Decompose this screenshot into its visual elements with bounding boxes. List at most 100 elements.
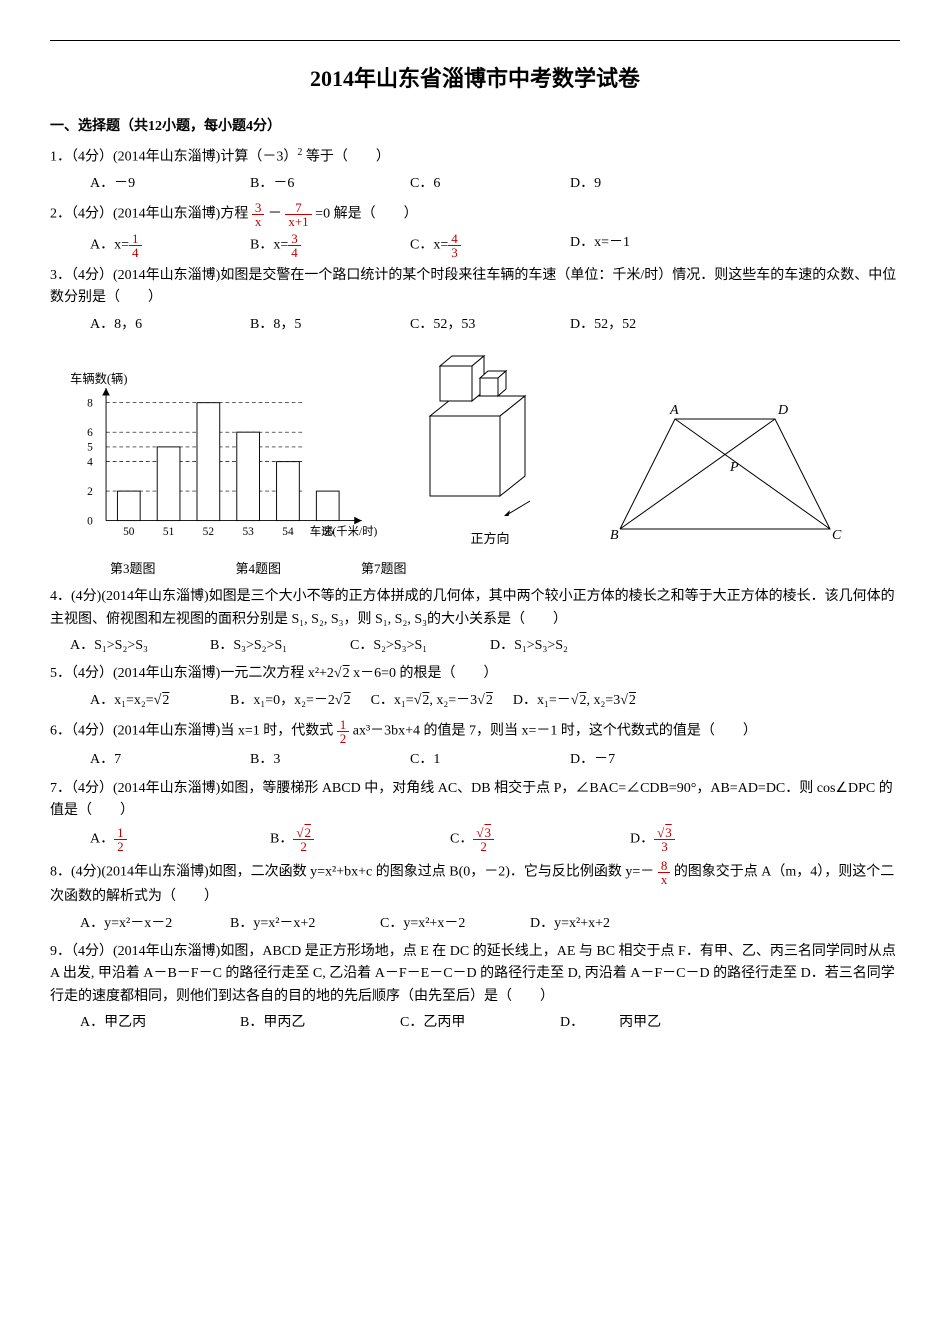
svg-text:5: 5 <box>87 442 93 454</box>
q1-stem-b: 等于（ ） <box>306 149 390 164</box>
question-3: 3．（4分）(2014年山东淄博)如图是交警在一个路口统计的某个时段来往车辆的车… <box>50 265 900 336</box>
svg-text:8: 8 <box>87 398 93 410</box>
page-title: 2014年山东省淄博市中考数学试卷 <box>50 61 900 96</box>
q5-opt-a: A．x₁=x₂=2 <box>90 690 210 712</box>
svg-text:A: A <box>669 403 679 418</box>
q1-opt-c: C．6 <box>410 173 530 195</box>
q4-opt-a: A．S₁>S₂>S₃ <box>70 635 190 657</box>
svg-text:6: 6 <box>87 427 93 439</box>
q6-opt-a: A．7 <box>90 749 210 771</box>
q9-opt-a: A．甲乙丙 <box>80 1012 200 1034</box>
question-7: 7．（4分）(2014年山东淄博)如图，等腰梯形 ABCD 中，对角线 AC、D… <box>50 778 900 854</box>
q8-opt-b: B．y=x²－x+2 <box>230 913 350 935</box>
q2-frac2: 7x+1 <box>285 201 311 228</box>
q8-stem-a: 8．(4分)(2014年山东淄博)如图，二次函数 y=x²+bx+c 的图象过点… <box>50 865 654 880</box>
caption-4: 第4题图 <box>236 559 282 580</box>
q2-stem-a: 2．（4分）(2014年山东淄博)方程 <box>50 207 248 222</box>
q7-opt-a: A．12 <box>90 826 210 853</box>
q5-options: A．x₁=x₂=2 B．x₁=0，x₂=－22 C．x₁=2, x₂=－32 D… <box>90 690 900 712</box>
caption-7: 第7题图 <box>361 559 407 580</box>
svg-text:C: C <box>832 528 842 543</box>
q3-stem: 3．（4分）(2014年山东淄博)如图是交警在一个路口统计的某个时段来往车辆的车… <box>50 268 896 305</box>
question-1: 1．（4分）(2014年山东淄博)计算（－3）2 等于（ ） A．－9 B．－6… <box>50 145 900 195</box>
q5-stem-a: 5．（4分）(2014年山东淄博)一元二次方程 x²+2 <box>50 666 334 681</box>
q8-frac: 8x <box>658 859 671 886</box>
svg-text:车辆数(辆): 车辆数(辆) <box>70 372 127 387</box>
figure-row: 车辆数(辆)024568505152535455车速(千米/时) 正方向 A D… <box>50 346 900 549</box>
question-8: 8．(4分)(2014年山东淄博)如图，二次函数 y=x²+bx+c 的图象过点… <box>50 859 900 935</box>
svg-text:0: 0 <box>87 516 93 528</box>
q8-options: A．y=x²－x－2 B．y=x²－x+2 C．y=x²+x－2 D．y=x²+… <box>80 913 900 935</box>
q3-options: A．8，6 B．8，5 C．52，53 D．52，52 <box>90 314 900 336</box>
svg-text:53: 53 <box>242 526 254 538</box>
q6-options: A．7 B．3 C．1 D．－7 <box>90 749 900 771</box>
q1-opt-a: A．－9 <box>90 173 210 195</box>
figure-captions: 第3题图 第4题图 第7题图 <box>110 559 900 580</box>
q3-opt-c: C．52，53 <box>410 314 530 336</box>
svg-text:D: D <box>777 403 788 418</box>
q1-opt-d: D．9 <box>570 173 690 195</box>
q8-opt-a: A．y=x²－x－2 <box>80 913 200 935</box>
svg-text:52: 52 <box>203 526 215 538</box>
q3-opt-d: D．52，52 <box>570 314 690 336</box>
q9-opt-b: B．甲丙乙 <box>240 1012 360 1034</box>
q4-opt-d: D．S₁>S₃>S₂ <box>490 635 610 657</box>
q6-opt-d: D．－7 <box>570 749 690 771</box>
q2-options: A．x=14 B．x=34 C．x=43 D．x=－1 <box>90 232 900 259</box>
q5-opt-b: B．x₁=0，x₂=－22 <box>230 690 351 712</box>
q9-stem: 9．（4分）(2014年山东淄博)如图，ABCD 是正方形场地，点 E 在 DC… <box>50 944 896 1004</box>
q2-opt-a: A．x=14 <box>90 232 210 259</box>
q7-opt-d: D．33 <box>630 826 750 853</box>
q1-stem-a: 1．（4分）(2014年山东淄博)计算（－3） <box>50 149 297 164</box>
cube-label: 正方向 <box>410 529 570 550</box>
svg-text:2: 2 <box>87 486 93 498</box>
question-5: 5．（4分）(2014年山东淄博)一元二次方程 x²+22 x－6=0 的根是（… <box>50 663 900 712</box>
q6-frac: 12 <box>337 718 350 745</box>
q8-opt-d: D．y=x²+x+2 <box>530 913 650 935</box>
question-9: 9．（4分）(2014年山东淄博)如图，ABCD 是正方形场地，点 E 在 DC… <box>50 941 900 1035</box>
caption-3: 第3题图 <box>110 559 156 580</box>
q3-opt-b: B．8，5 <box>250 314 370 336</box>
q3-barchart: 车辆数(辆)024568505152535455车速(千米/时) <box>50 369 380 549</box>
sqrt-icon <box>334 666 342 681</box>
svg-text:54: 54 <box>282 526 294 538</box>
q6-stem-b: ax³－3bx+4 的值是 7，则当 x=－1 时，这个代数式的值是（ ） <box>353 724 757 739</box>
q4-stem: 4．(4分)(2014年山东淄博)如图是三个大小不等的正方体拼成的几何体，其中两… <box>50 589 895 626</box>
q2-stem-b: =0 解是（ ） <box>315 207 417 222</box>
q6-stem-a: 6．（4分）(2014年山东淄博)当 x=1 时，代数式 <box>50 724 333 739</box>
question-4: 4．(4分)(2014年山东淄博)如图是三个大小不等的正方体拼成的几何体，其中两… <box>50 586 900 657</box>
question-6: 6．（4分）(2014年山东淄博)当 x=1 时，代数式 12 ax³－3bx+… <box>50 718 900 771</box>
q9-options: A．甲乙丙 B．甲丙乙 C．乙丙甲 D． 丙甲乙 <box>80 1012 900 1034</box>
svg-text:P: P <box>729 460 739 475</box>
q4-options: A．S₁>S₂>S₃ B．S₃>S₂>S₁ C．S₂>S₃>S₁ D．S₁>S₃… <box>70 635 900 657</box>
q8-opt-c: C．y=x²+x－2 <box>380 913 500 935</box>
q2-opt-d: D．x=－1 <box>570 232 690 259</box>
q2-frac1: 3x <box>252 201 265 228</box>
q5-opt-c: C．x₁=2, x₂=－32 <box>371 690 493 712</box>
q7-options: A．12 B．22 C．32 D．33 <box>90 826 900 853</box>
q6-opt-c: C．1 <box>410 749 530 771</box>
q9-opt-d: D． 丙甲乙 <box>560 1012 680 1034</box>
q6-opt-b: B．3 <box>250 749 370 771</box>
q1-exp: 2 <box>297 147 302 158</box>
q1-options: A．－9 B．－6 C．6 D．9 <box>90 173 900 195</box>
q4-opt-c: C．S₂>S₃>S₁ <box>350 635 470 657</box>
q2-opt-b: B．x=34 <box>250 232 370 259</box>
top-rule <box>50 40 900 41</box>
q4-opt-b: B．S₃>S₂>S₁ <box>210 635 330 657</box>
q2-opt-c: C．x=43 <box>410 232 530 259</box>
svg-text:4: 4 <box>87 457 93 469</box>
q5-stem-b: x－6=0 的根是（ ） <box>353 666 497 681</box>
q7-stem: 7．（4分）(2014年山东淄博)如图，等腰梯形 ABCD 中，对角线 AC、D… <box>50 781 893 818</box>
question-2: 2．（4分）(2014年山东淄博)方程 3x － 7x+1 =0 解是（ ） A… <box>50 201 900 259</box>
cube-svg <box>410 346 570 516</box>
svg-text:50: 50 <box>123 526 135 538</box>
q7-opt-b: B．22 <box>270 826 390 853</box>
q9-opt-c: C．乙丙甲 <box>400 1012 520 1034</box>
q3-opt-a: A．8，6 <box>90 314 210 336</box>
svg-text:车速(千米/时): 车速(千米/时) <box>310 524 378 538</box>
svg-text:B: B <box>610 528 619 543</box>
q5-opt-d: D．x₁=－2, x₂=32 <box>513 690 636 712</box>
q1-opt-b: B．－6 <box>250 173 370 195</box>
q2-minus: － <box>268 207 282 222</box>
